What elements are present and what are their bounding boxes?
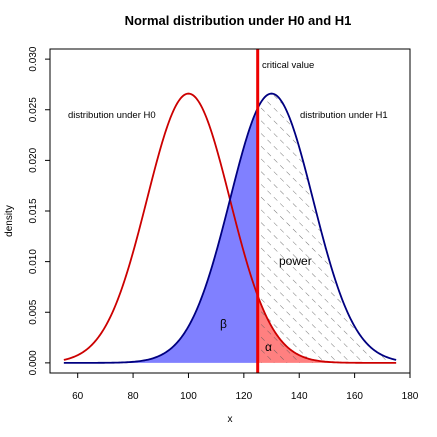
shaded-regions (63, 93, 397, 363)
x-tick-label: 60 (72, 391, 84, 402)
x-tick-label: 80 (128, 391, 140, 402)
y-tick-label: 0.005 (28, 299, 39, 324)
x-tick-label: 100 (180, 391, 197, 402)
beta-label: β (220, 317, 227, 331)
y-axis: 0.000 0.005 0.010 0.015 0.020 0.025 0.030 (28, 46, 50, 375)
x-axis-label: x (228, 414, 233, 425)
x-axis: 60 80 100 120 140 160 180 (72, 372, 419, 402)
alpha-label: α (265, 340, 272, 354)
x-tick-label: 180 (402, 391, 419, 402)
critical-value-label: critical value (262, 60, 314, 71)
x-tick-label: 160 (346, 391, 363, 402)
y-tick-label: 0.030 (28, 46, 39, 71)
h1-label: distribution under H1 (300, 110, 388, 121)
power-label: power (279, 254, 312, 268)
power-region (257, 93, 397, 363)
curves (63, 92, 397, 364)
y-axis-label: density (4, 205, 15, 237)
beta-region (63, 108, 258, 363)
y-tick-label: 0.025 (28, 97, 39, 122)
x-tick-label: 120 (236, 391, 253, 402)
h0-label: distribution under H0 (68, 110, 156, 121)
y-tick-label: 0.015 (28, 198, 39, 223)
y-tick-label: 0.010 (28, 249, 39, 274)
x-tick-label: 140 (291, 391, 308, 402)
chart-title: Normal distribution under H0 and H1 (125, 13, 352, 28)
y-tick-label: 0.020 (28, 147, 39, 172)
y-tick-label: 0.000 (28, 350, 39, 375)
h1-density-curve (63, 92, 397, 364)
